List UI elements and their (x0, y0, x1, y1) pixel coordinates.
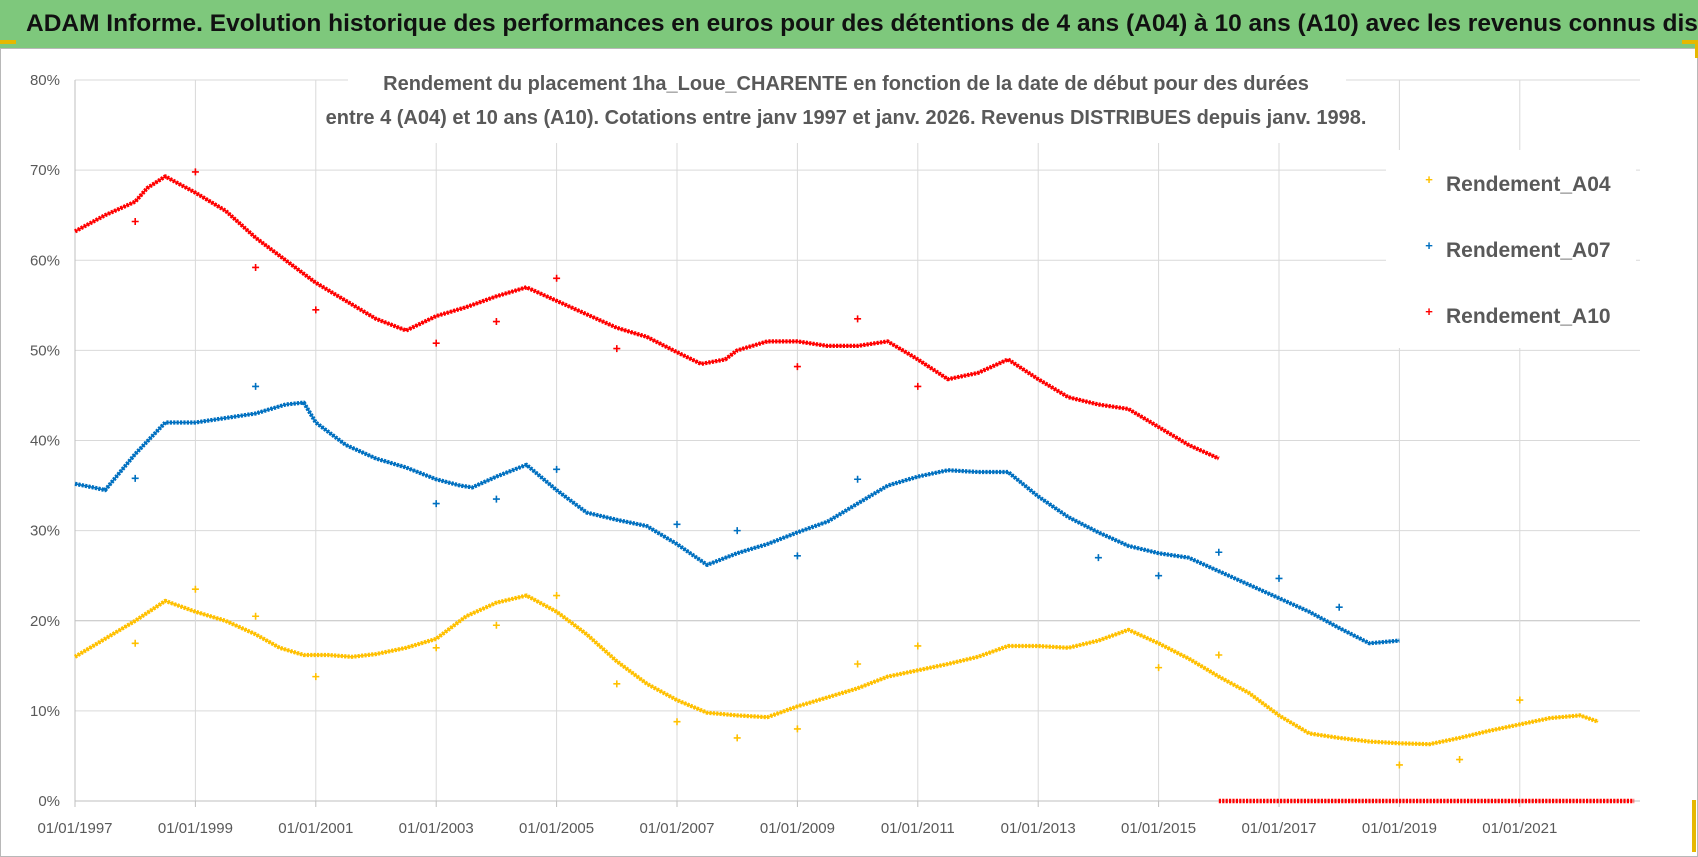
outlier-point-rendement-a04 (854, 660, 862, 668)
x-tick-label: 01/01/1999 (158, 820, 233, 837)
outlier-point-rendement-a07 (1275, 574, 1283, 582)
series-rendement-a04 (73, 585, 1599, 769)
x-tick-label: 01/01/2001 (278, 820, 353, 837)
x-tick-label: 01/01/2009 (760, 820, 835, 837)
series-core-rendement-a10 (74, 175, 1220, 460)
y-tick-label: 40% (30, 433, 60, 450)
outlier-point-rendement-a10 (793, 363, 801, 371)
corner-mark-right-edge (1695, 44, 1698, 58)
report-banner: ADAM Informe. Evolution historique des p… (0, 0, 1698, 48)
outlier-point-rendement-a04 (1155, 664, 1163, 672)
y-tick-label: 0% (38, 793, 60, 810)
outlier-point-rendement-a10 (914, 382, 922, 390)
outlier-point-rendement-a04 (553, 592, 561, 600)
outlier-point-rendement-a10 (553, 274, 561, 282)
outlier-point-rendement-a07 (1335, 603, 1343, 611)
outlier-point-rendement-a04 (312, 673, 320, 681)
outlier-point-rendement-a07 (673, 520, 681, 528)
outlier-point-rendement-a07 (131, 474, 139, 482)
legend-marker-a10: + (1425, 304, 1433, 319)
series-rendement-a07 (74, 382, 1400, 646)
outlier-point-rendement-a04 (131, 639, 139, 647)
outlier-point-rendement-a04 (1395, 761, 1403, 769)
x-tick-label: 01/01/2015 (1121, 820, 1196, 837)
legend-label-a07: Rendement_A07 (1446, 239, 1611, 262)
y-tick-label: 20% (30, 613, 60, 630)
outlier-point-rendement-a04 (673, 718, 681, 726)
outlier-point-rendement-a04 (613, 680, 621, 688)
corner-mark-bottom-right (1692, 800, 1696, 852)
outlier-point-rendement-a07 (1094, 554, 1102, 562)
y-tick-label: 70% (30, 162, 60, 179)
legend-marker-a04: + (1425, 172, 1433, 187)
series-line-rendement-a07 (74, 400, 1400, 646)
x-tick-label: 01/01/2021 (1482, 820, 1557, 837)
series-line-rendement-a10 (74, 174, 1220, 461)
series-core-rendement-a04 (74, 594, 1599, 745)
outlier-point-rendement-a07 (1215, 548, 1223, 556)
outlier-point-rendement-a07 (733, 527, 741, 535)
legend: + Rendement_A04 + Rendement_A07 + Rendem… (1386, 150, 1636, 348)
outlier-point-rendement-a07 (252, 382, 260, 390)
x-tick-label: 01/01/2019 (1362, 820, 1437, 837)
x-tick-label: 01/01/2017 (1241, 820, 1316, 837)
outlier-point-rendement-a04 (1516, 696, 1524, 704)
outlier-point-rendement-a10 (492, 318, 500, 326)
corner-mark-top-right (1682, 40, 1698, 44)
chart-title-background (348, 63, 1346, 143)
outlier-point-rendement-a04 (1456, 756, 1464, 764)
x-tick-label: 01/01/1997 (37, 820, 112, 837)
axes: 0% 10% 20% 30% 40% 50% 60% 70% 80% 01/01/1997 01/0… (30, 72, 1640, 837)
y-tick-label: 10% (30, 703, 60, 720)
outlier-point-rendement-a10 (191, 168, 199, 176)
chart-title-line-2: entre 4 (A04) et 10 ans (A10). Cotations… (326, 107, 1367, 129)
outlier-point-rendement-a10 (131, 217, 139, 225)
y-tick-label: 30% (30, 523, 60, 540)
outlier-point-rendement-a07 (793, 552, 801, 560)
x-tick-label: 01/01/2007 (639, 820, 714, 837)
corner-mark-top-left (0, 40, 16, 44)
outlier-point-rendement-a04 (1215, 651, 1223, 659)
x-tick-label: 01/01/2011 (881, 820, 955, 837)
outlier-point-rendement-a04 (252, 612, 260, 620)
outlier-point-rendement-a10 (854, 315, 862, 323)
outlier-point-rendement-a04 (492, 621, 500, 629)
legend-label-a10: Rendement_A10 (1446, 305, 1611, 328)
y-tick-label: 50% (30, 342, 60, 359)
y-tick-label: 80% (30, 72, 60, 89)
outlier-point-rendement-a07 (553, 465, 561, 473)
x-tick-label: 01/01/2003 (399, 820, 474, 837)
series-layer (73, 168, 1635, 804)
outlier-point-rendement-a04 (432, 644, 440, 652)
x-tick-label: 01/01/2005 (519, 820, 594, 837)
outlier-point-rendement-a10 (432, 339, 440, 347)
outlier-point-rendement-a04 (733, 734, 741, 742)
outlier-point-rendement-a04 (191, 585, 199, 593)
outlier-point-rendement-a07 (432, 500, 440, 508)
outlier-point-rendement-a04 (793, 725, 801, 733)
x-tick-label: 01/01/2013 (1001, 820, 1076, 837)
series-core-rendement-a07 (74, 401, 1400, 645)
outlier-point-rendement-a10 (312, 306, 320, 314)
outlier-point-rendement-a07 (492, 495, 500, 503)
outlier-point-rendement-a04 (914, 642, 922, 650)
series-line-rendement-a04 (73, 593, 1599, 747)
outlier-point-rendement-a10 (252, 263, 260, 271)
outlier-point-rendement-a10 (613, 345, 621, 353)
outlier-point-rendement-a07 (1155, 572, 1163, 580)
series-rendement-a10 (74, 168, 1635, 804)
legend-marker-a07: + (1425, 238, 1433, 253)
outlier-point-rendement-a07 (854, 475, 862, 483)
legend-background (1386, 150, 1636, 348)
legend-label-a04: Rendement_A04 (1446, 173, 1611, 196)
report-title: ADAM Informe. Evolution historique des p… (26, 10, 1698, 37)
chart-title-line-1: Rendement du placement 1ha_Loue_CHARENTE… (383, 73, 1309, 95)
y-tick-label: 60% (30, 252, 60, 269)
